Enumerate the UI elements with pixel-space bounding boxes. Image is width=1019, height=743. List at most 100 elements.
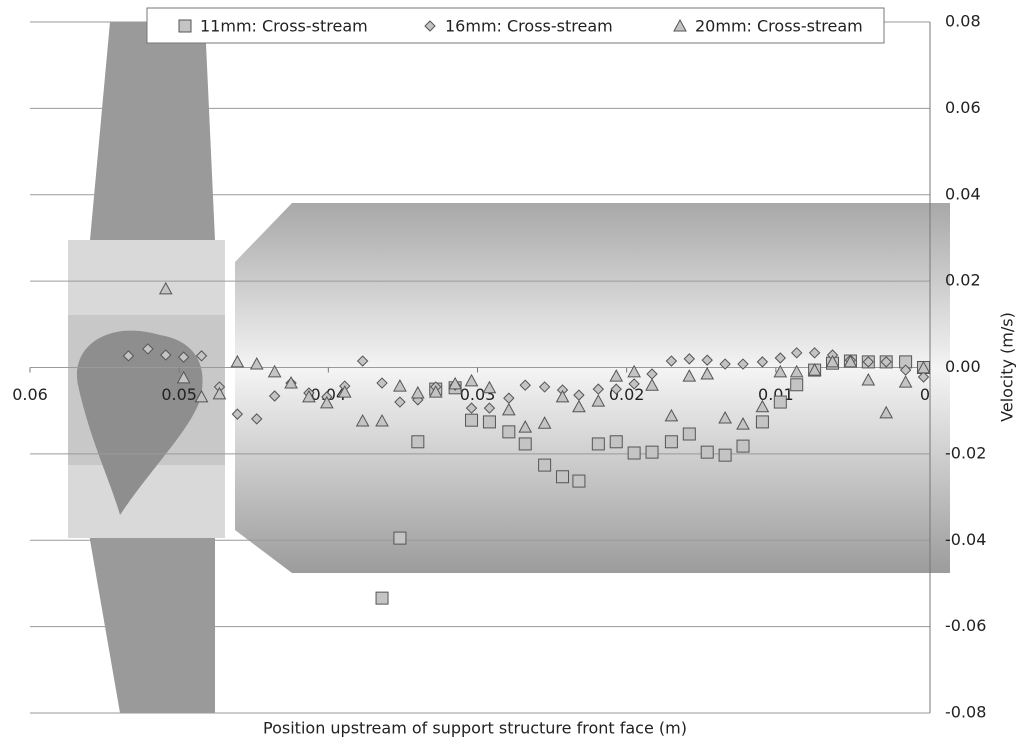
legend-marker <box>424 20 436 32</box>
point <box>375 414 389 427</box>
point <box>774 352 787 364</box>
point <box>176 370 191 384</box>
point <box>700 445 714 459</box>
x-tick-label: 0.06 <box>12 385 48 404</box>
point <box>773 395 787 409</box>
point <box>501 402 516 416</box>
point <box>375 591 389 605</box>
point <box>556 470 570 484</box>
y-axis-label: Velocity (m/s) <box>998 312 1017 422</box>
point <box>861 372 876 386</box>
point <box>267 364 282 378</box>
point <box>627 364 641 378</box>
point <box>464 373 479 387</box>
point <box>592 383 605 395</box>
y-tick-label: 0.06 <box>945 98 981 117</box>
point <box>756 356 769 368</box>
point <box>518 437 532 451</box>
point <box>736 439 750 453</box>
point <box>789 364 804 378</box>
points <box>122 281 931 605</box>
point <box>410 385 425 399</box>
y-tick-label: -0.06 <box>945 616 986 635</box>
point <box>755 399 770 413</box>
point <box>879 405 894 419</box>
point <box>572 399 586 413</box>
point <box>825 354 840 368</box>
point <box>268 390 281 402</box>
point <box>537 416 552 429</box>
point <box>736 417 750 430</box>
point <box>807 363 822 376</box>
point <box>394 396 406 408</box>
point <box>251 413 263 425</box>
point <box>483 402 496 414</box>
point <box>212 386 227 400</box>
point <box>428 385 443 398</box>
point <box>665 355 678 367</box>
point <box>337 385 352 398</box>
point <box>773 364 788 378</box>
legend-marker <box>178 19 192 33</box>
point <box>160 349 172 361</box>
point <box>682 427 696 441</box>
point <box>465 413 479 427</box>
point <box>284 376 298 389</box>
point <box>142 343 154 355</box>
point <box>917 371 930 383</box>
point <box>628 378 640 390</box>
point <box>177 351 190 363</box>
point <box>518 420 533 433</box>
legend-items: 11mm: Cross-stream 16mm: Cross-stream 20mm… <box>178 17 863 36</box>
legend-marker <box>673 18 687 32</box>
point <box>195 350 208 362</box>
point <box>664 435 678 449</box>
point <box>230 354 245 368</box>
point <box>701 354 713 366</box>
legend <box>146 7 885 44</box>
point <box>682 369 697 382</box>
point <box>393 531 407 545</box>
y-tick-label: 0.00 <box>945 357 981 376</box>
point <box>376 377 388 389</box>
point <box>538 381 551 393</box>
point <box>502 425 516 439</box>
point <box>355 414 370 427</box>
point <box>356 355 369 367</box>
point <box>791 347 803 359</box>
point <box>700 366 715 380</box>
point <box>627 446 641 460</box>
point <box>448 376 462 390</box>
point <box>843 354 858 368</box>
point <box>519 379 531 391</box>
point <box>719 358 731 370</box>
point <box>610 383 622 395</box>
point <box>609 369 624 382</box>
x-tick-label: 0 <box>920 385 930 404</box>
point <box>898 375 913 388</box>
point <box>482 415 496 429</box>
point <box>737 358 749 370</box>
y-tick-label: 0.02 <box>945 271 981 290</box>
point <box>880 356 892 368</box>
point <box>465 402 478 414</box>
point <box>718 448 732 462</box>
point <box>158 281 173 295</box>
y-tick-label: -0.04 <box>945 530 986 549</box>
point <box>393 379 407 392</box>
y-tick-label: 0.04 <box>945 184 981 203</box>
point <box>194 389 209 403</box>
point <box>790 378 804 392</box>
point <box>249 357 264 370</box>
legend-label: 16mm: Cross-stream <box>445 17 613 36</box>
y-tick-label: -0.02 <box>945 443 986 462</box>
point <box>664 408 679 422</box>
point <box>808 347 821 359</box>
legend-label: 20mm: Cross-stream <box>695 17 863 36</box>
y-tick-label: 0.08 <box>945 12 981 31</box>
point <box>591 394 606 407</box>
point <box>862 356 875 368</box>
point <box>555 389 570 403</box>
point <box>683 353 696 365</box>
